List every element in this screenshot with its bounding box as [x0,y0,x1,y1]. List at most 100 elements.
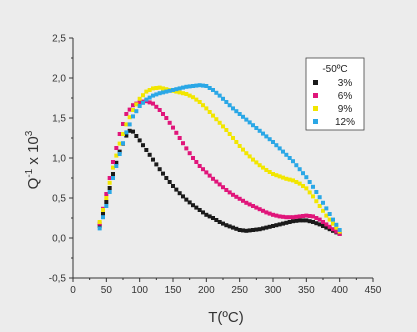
data-point [194,205,199,210]
data-point [144,148,149,152]
y-axis-title-superscript: -1 [24,168,35,177]
data-point [314,221,319,226]
data-point [314,190,319,194]
data-point [137,96,142,101]
y-axis-title: Q-1 x 103 [24,130,42,189]
data-point [337,232,342,236]
data-point [111,165,115,170]
data-point [217,93,222,98]
data-point [317,195,322,200]
data-point [301,184,305,188]
data-point [187,93,192,98]
data-point [214,90,219,95]
data-point [144,97,149,102]
data-point [161,86,165,91]
data-point [224,128,229,132]
data-point [331,221,335,226]
data-point [334,229,339,234]
data-point [234,109,239,114]
data-point [261,165,265,170]
data-point [114,164,119,168]
data-point [294,218,299,223]
data-point [244,117,249,122]
data-point [161,90,165,95]
data-point [201,103,205,108]
data-point [301,218,305,223]
data-point [174,87,179,92]
data-point [164,116,169,120]
data-point [277,174,282,179]
legend-marker [313,93,318,98]
data-point [231,192,235,197]
data-point [317,217,322,222]
data-point [137,104,142,108]
data-point [294,163,299,168]
data-point [321,224,325,228]
data-point [141,93,145,98]
y-tick-label: -0,5 [49,274,67,285]
data-point [234,226,239,231]
data-point [297,214,302,219]
data-point [277,214,282,219]
data-point [244,200,249,205]
data-point [304,175,309,180]
data-point [231,136,235,140]
data-point [177,90,182,95]
data-point [254,126,259,130]
data-point [271,140,275,144]
data-point [197,208,202,212]
data-point [231,106,235,111]
data-point [327,224,332,229]
data-point [264,210,269,215]
data-point [304,186,309,191]
data-point [331,217,335,222]
data-point [304,218,309,223]
data-point [257,207,262,212]
data-point [147,152,152,157]
data-point [107,180,112,185]
data-point [127,107,132,112]
data-point [317,204,322,208]
legend-entry-label: 9% [338,104,353,115]
data-point [247,120,252,125]
data-point [207,173,212,178]
data-point [331,227,335,232]
data-point [154,104,159,109]
legend-entries: 3% 6% 9% 12% [313,78,355,128]
y-tick-label: 1,0 [52,154,66,165]
data-point [194,83,199,88]
data-point [284,220,289,225]
data-point [171,88,175,92]
data-point [141,143,145,148]
data-point [311,194,315,199]
data-point [104,200,109,204]
data-point [287,156,292,160]
data-point [164,89,169,94]
data-point [117,141,122,146]
data-point [304,213,309,218]
data-point [151,93,155,98]
data-point [114,146,119,150]
data-point [301,171,305,176]
data-point [217,120,222,125]
data-point [334,225,339,230]
data-point [104,192,109,196]
data-point [311,220,315,224]
data-point [164,87,169,92]
series-3-percent [97,128,342,236]
data-point [214,218,219,222]
data-point [261,208,265,213]
data-point [207,214,212,219]
data-point [131,114,135,119]
data-point [107,176,112,180]
data-point [237,228,242,232]
data-point [227,132,232,136]
data-point [221,221,225,226]
data-point [254,227,259,232]
data-point [101,212,105,216]
data-point [157,91,162,96]
data-point [311,214,315,219]
data-point [137,138,142,143]
x-tick-label: 0 [70,285,76,296]
